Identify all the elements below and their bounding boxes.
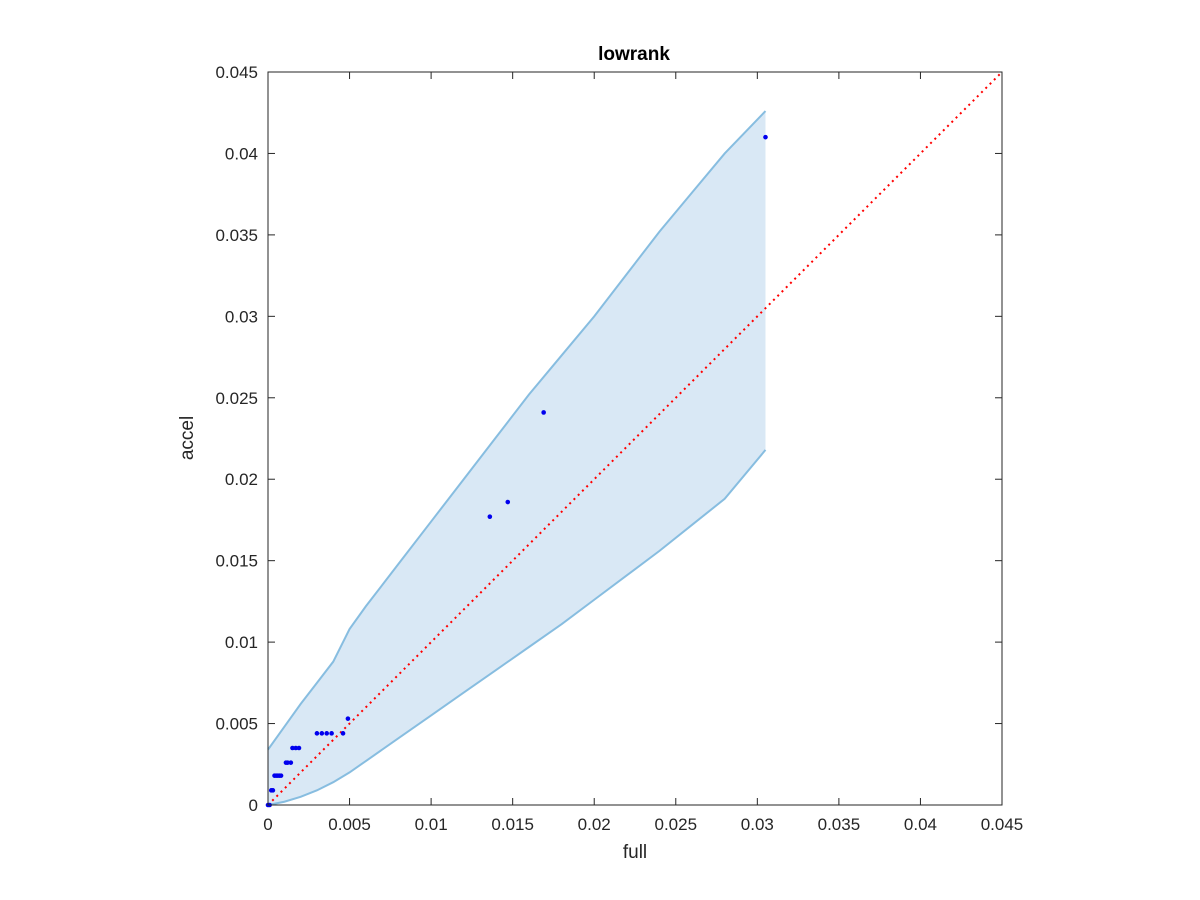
data-point — [278, 773, 284, 778]
chart-title: lowrank — [598, 44, 670, 65]
band-lower-edge — [267, 449, 767, 806]
data-point — [487, 514, 493, 519]
data-point — [324, 731, 330, 736]
y-tick-label: 0.025 — [215, 389, 258, 408]
data-point — [345, 716, 351, 721]
y-tick-label: 0 — [249, 796, 258, 815]
x-tick-label: 0 — [263, 815, 272, 834]
data-point — [314, 731, 320, 736]
data-point — [288, 760, 294, 765]
y-tick-label: 0.04 — [225, 144, 258, 163]
x-tick-label: 0.045 — [981, 815, 1024, 834]
band-upper-edge — [267, 110, 767, 751]
confidence-band — [268, 111, 766, 806]
x-tick-label: 0.025 — [655, 815, 698, 834]
axes-box — [267, 71, 1003, 806]
plot-area — [265, 71, 1003, 808]
y-tick-label: 0.015 — [215, 552, 258, 571]
y-tick-label: 0.03 — [225, 307, 258, 326]
data-point — [329, 731, 334, 736]
y-axis-label: accel — [177, 416, 198, 460]
data-point — [541, 410, 546, 415]
y-tick-label: 0.045 — [215, 63, 258, 82]
axis-ticks: 0 0.005 0.01 0.015 0.02 0.025 0.03 0.035 0.04 0.0… — [215, 63, 1023, 834]
x-tick-label: 0.03 — [741, 815, 774, 834]
y-tick-label: 0.02 — [225, 470, 258, 489]
x-tick-label: 0.015 — [491, 815, 534, 834]
y-tick-label: 0.01 — [225, 633, 258, 652]
x-axis-label: full — [623, 842, 647, 863]
data-point — [505, 499, 511, 505]
data-point — [296, 745, 302, 751]
data-point — [763, 134, 768, 140]
data-point — [340, 731, 346, 736]
data-point — [270, 788, 276, 793]
data-point — [285, 760, 290, 765]
y-tick-label: 0.005 — [215, 715, 258, 734]
x-tick-label: 0.04 — [904, 815, 937, 834]
data-point — [293, 745, 299, 751]
data-point — [319, 731, 325, 736]
data-point — [290, 745, 295, 751]
x-tick-label: 0.02 — [578, 815, 611, 834]
y-tick-label: 0.035 — [215, 226, 258, 245]
x-tick-label: 0.035 — [818, 815, 861, 834]
reference-line — [267, 71, 1003, 806]
x-tick-label: 0.01 — [415, 815, 448, 834]
x-tick-label: 0.005 — [328, 815, 371, 834]
